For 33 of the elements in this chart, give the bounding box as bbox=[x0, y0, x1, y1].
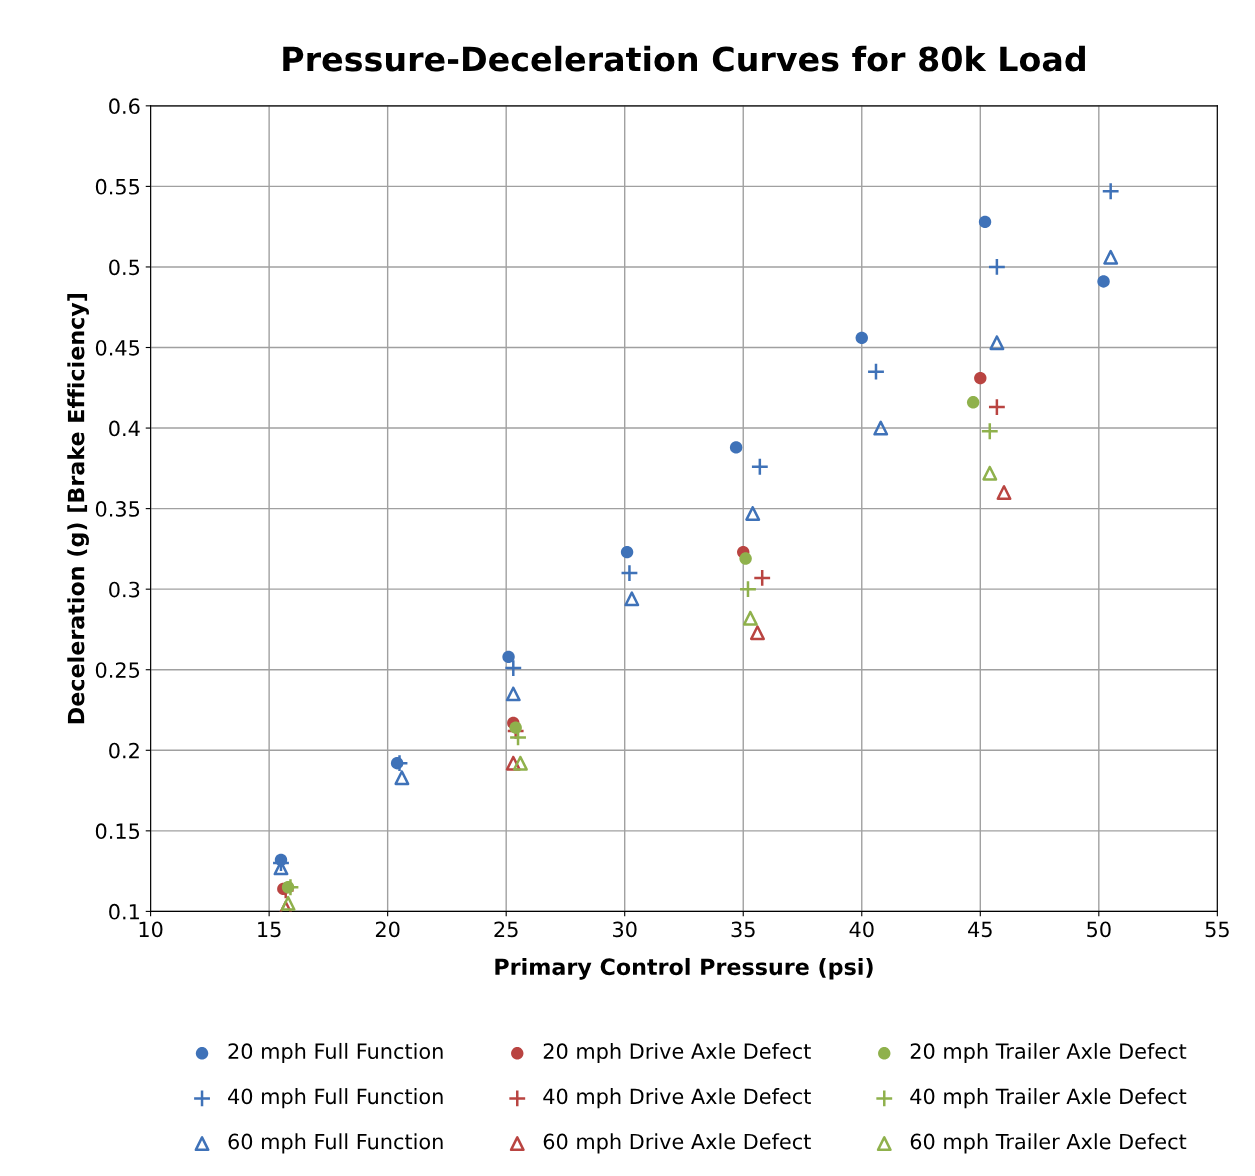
y-tick-label: 0.2 bbox=[109, 742, 139, 759]
y-tick-label: 0.4 bbox=[109, 420, 140, 437]
legend-label: 60 mph Drive Axle Defect bbox=[543, 1133, 811, 1154]
legend-label: 20 mph Full Function bbox=[228, 1042, 443, 1064]
y-tick-label: 0.3 bbox=[109, 581, 140, 598]
x-tick-label: 25 bbox=[494, 921, 518, 938]
x-tick-label: 40 bbox=[849, 921, 874, 938]
x-tick-label: 15 bbox=[258, 921, 281, 938]
legend-label: 40 mph Trailer Axle Defect bbox=[910, 1088, 1187, 1109]
legend-label: 60 mph Trailer Axle Defect bbox=[910, 1133, 1187, 1154]
y-tick-label: 0.6 bbox=[109, 98, 140, 115]
y-tick-label: 0.5 bbox=[109, 259, 140, 276]
x-tick-label: 45 bbox=[968, 921, 992, 938]
legend-label: 40 mph Full Function bbox=[228, 1088, 443, 1109]
y-tick-label: 0.45 bbox=[95, 339, 140, 356]
legend-label: 40 mph Drive Axle Defect bbox=[543, 1088, 811, 1109]
chart-title: Pressure-Deceleration Curves for 80k Load bbox=[283, 45, 1085, 72]
x-tick-label: 20 bbox=[375, 921, 400, 938]
y-tick-label: 0.55 bbox=[95, 178, 140, 195]
legend-label: 60 mph Full Function bbox=[228, 1133, 443, 1154]
legend-label: 20 mph Drive Axle Defect bbox=[543, 1042, 811, 1064]
y-tick-label: 0.35 bbox=[95, 501, 140, 517]
x-tick-label: 30 bbox=[613, 921, 637, 938]
x-tick-label: 55 bbox=[1205, 921, 1229, 938]
x-tick-label: 10 bbox=[139, 921, 163, 938]
y-tick-label: 0.25 bbox=[95, 662, 140, 678]
y-tick-label: 0.15 bbox=[95, 823, 140, 840]
legend-label: 20 mph Trailer Axle Defect bbox=[910, 1042, 1187, 1064]
y-axis-title: Deceleration (g) [Brake Efficiency] bbox=[67, 293, 89, 724]
y-tick-label: 0.1 bbox=[109, 903, 139, 920]
x-tick-label: 35 bbox=[731, 921, 755, 938]
x-axis-title: Primary Control Pressure (psi) bbox=[495, 957, 873, 980]
x-tick-label: 50 bbox=[1087, 921, 1111, 938]
